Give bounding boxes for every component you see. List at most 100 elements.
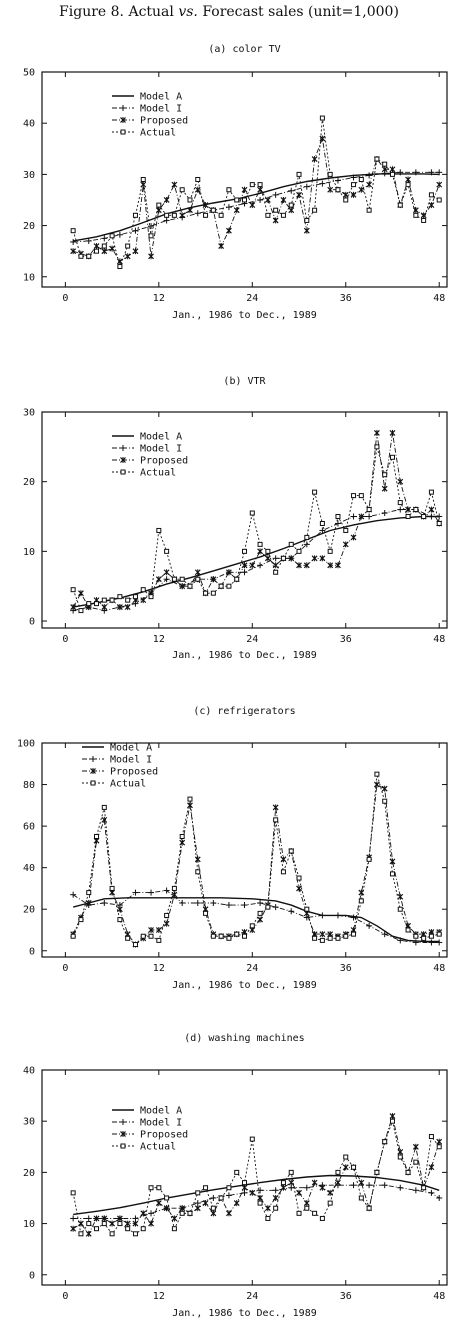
series-line: [73, 171, 440, 243]
data-point: [202, 202, 209, 209]
data-point: [312, 1210, 318, 1216]
data-point: [132, 248, 139, 255]
x-tick-label: 0: [62, 1291, 68, 1302]
y-tick-label: 0: [29, 617, 35, 628]
data-point: [413, 933, 419, 939]
figure-title: Figure 8. Actual vs. Forecast sales (uni…: [0, 4, 458, 20]
data-point: [70, 604, 77, 611]
data-point: [179, 899, 186, 906]
legend-label: Actual: [140, 1142, 176, 1153]
data-point: [226, 935, 232, 941]
data-point: [381, 510, 388, 517]
data-point: [225, 1192, 232, 1199]
data-point: [397, 169, 404, 176]
data-point: [171, 1215, 178, 1222]
series-line: [72, 1114, 440, 1235]
data-point: [120, 105, 126, 111]
data-point: [90, 780, 96, 786]
data-point: [210, 933, 216, 939]
data-point: [171, 1226, 177, 1232]
series-model-i: [70, 506, 443, 614]
x-axis-label: Jan., 1986 to Dec., 1989: [172, 310, 317, 321]
x-tick-label: 0: [62, 293, 68, 304]
y-tick-label: 20: [23, 905, 35, 916]
data-point: [187, 207, 193, 214]
data-point: [132, 1231, 138, 1237]
data-point: [303, 562, 310, 569]
data-point: [311, 1179, 318, 1186]
data-point: [296, 171, 302, 177]
data-point: [101, 235, 108, 242]
x-tick-label: 12: [153, 963, 165, 974]
data-point: [405, 514, 411, 520]
data-point: [203, 212, 209, 218]
data-point: [288, 187, 295, 194]
data-point: [233, 1200, 240, 1207]
y-tick-label: 50: [23, 68, 35, 79]
data-point: [148, 889, 155, 896]
data-point: [203, 590, 209, 596]
data-point: [397, 893, 404, 900]
x-tick-label: 0: [62, 963, 68, 974]
data-point: [171, 576, 177, 582]
data-point: [210, 207, 216, 213]
data-point: [132, 1215, 139, 1222]
data-point: [195, 177, 201, 182]
data-point: [140, 1210, 147, 1217]
data-point: [90, 768, 96, 774]
data-point: [342, 1164, 349, 1171]
data-point: [257, 182, 263, 188]
data-point: [101, 1221, 107, 1227]
data-point: [124, 1220, 131, 1227]
y-tick-label: 80: [23, 780, 35, 791]
data-point: [109, 597, 115, 603]
data-point: [296, 1189, 302, 1196]
data-point: [101, 899, 108, 906]
legend-label: Proposed: [140, 1130, 188, 1141]
data-point: [413, 507, 419, 513]
data-point: [280, 212, 286, 218]
data-point: [70, 228, 76, 234]
data-point: [272, 562, 279, 569]
data-point: [140, 597, 147, 604]
x-tick-label: 48: [433, 963, 445, 974]
data-point: [296, 1210, 302, 1216]
data-point: [225, 204, 232, 211]
data-point: [319, 1184, 326, 1191]
data-point: [210, 899, 217, 906]
data-point: [436, 1138, 443, 1145]
data-point: [327, 548, 333, 554]
data-point: [358, 186, 365, 193]
data-point: [257, 910, 263, 916]
data-point: [436, 1144, 442, 1150]
data-point: [428, 1134, 434, 1140]
data-point: [86, 1221, 92, 1227]
data-point: [334, 520, 341, 527]
data-point: [218, 933, 224, 939]
legend-label: Model I: [140, 444, 182, 455]
data-point: [70, 587, 76, 593]
data-point: [101, 604, 108, 611]
series-line: [72, 446, 440, 612]
chart-title: (d) washing machines: [184, 1033, 304, 1044]
data-point: [397, 478, 404, 485]
data-point: [273, 1205, 279, 1211]
data-point: [164, 212, 170, 218]
data-point: [366, 922, 373, 929]
data-point: [94, 1226, 100, 1232]
data-point: [381, 785, 388, 792]
data-point: [109, 1220, 116, 1227]
data-point: [343, 933, 349, 939]
data-point: [148, 253, 154, 260]
data-point: [249, 182, 255, 188]
data-point: [351, 493, 357, 499]
x-tick-label: 12: [153, 293, 165, 304]
data-point: [156, 937, 162, 943]
data-point: [117, 594, 123, 600]
data-point: [218, 243, 225, 250]
x-axis-label: Jan., 1986 to Dec., 1989: [172, 1308, 317, 1319]
data-point: [413, 1159, 419, 1165]
data-point: [226, 187, 232, 193]
data-point: [319, 1215, 325, 1221]
